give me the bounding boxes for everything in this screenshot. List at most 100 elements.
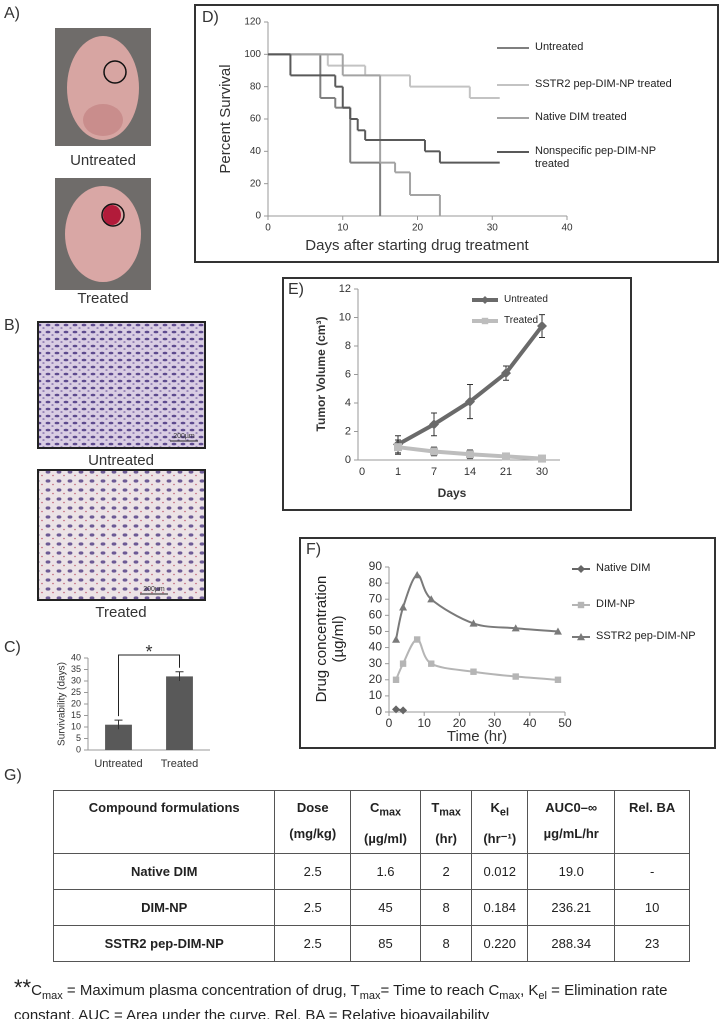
scale-bar-label: 200µm [143,586,165,593]
table-header-cell: Compound formulations [52,790,276,854]
x-tick-label: Treated [161,758,199,770]
footnote-text: ** [14,975,32,1000]
x-tick-label: 30 [488,716,502,730]
x-tick-label: 10 [337,223,349,234]
table-cell: 10 [614,889,690,926]
table-cell: 8 [419,889,473,926]
table-header-cell: Dose (mg/kg) [274,790,352,854]
photo-caption: Untreated [70,152,136,169]
header-text: T [431,800,440,815]
y-tick-label: 80 [369,575,383,589]
pk-table: Compound formulations Dose (mg/kg) Cmax (µg/… [52,790,690,962]
header-unit: (µg/ml) [364,830,407,846]
table-cell: 2 [419,853,473,890]
legend-label: SSTR2 pep-DIM-NP [596,630,696,643]
legend-label: Untreated [535,41,584,54]
x-axis-title: Time (hr) [447,728,507,745]
y-tick-label: 10 [369,688,383,702]
y-tick-label: 60 [369,608,383,622]
x-tick-label: 0 [265,223,271,234]
x-tick-label: 20 [453,716,467,730]
panel-label: G) [4,767,22,784]
marker [577,601,585,609]
table-cell: 1.6 [350,853,421,890]
y-tick-label: 10 [339,311,351,323]
table-cell: 2.5 [274,889,352,926]
x-tick-label: 0 [359,466,365,478]
footnote-text: = Maximum plasma concentration of drug, … [62,982,360,999]
y-tick-label: 25 [71,687,81,697]
header-name: Tmax [424,795,468,826]
y-tick-label: 2 [345,425,351,437]
x-tick-label: 50 [558,716,572,730]
marker [399,706,408,715]
legend-label: DIM-NP [596,598,636,611]
photo-untreated [55,28,151,146]
y-tick-label: 30 [71,675,81,685]
marker [554,676,562,683]
header-name: Kel [475,795,524,826]
legend-label: Nonspecific pep-DIM-NP treated [535,145,656,171]
panel-label: B) [4,317,20,334]
table-cell: 0.184 [471,889,529,926]
y-tick-label: 40 [71,652,81,662]
y-tick-label: 60 [250,114,262,125]
footnote-text: el [538,990,547,1002]
y-tick-label: 90 [369,559,383,573]
header-subscript: max [439,806,461,819]
table-cell: 8 [419,925,473,962]
y-tick-label: 15 [71,710,81,720]
table-cell: 2.5 [274,853,352,890]
x-axis-title: Days [438,486,467,500]
marker [399,603,408,611]
x-tick-label: 7 [431,466,437,478]
marker [511,624,520,632]
marker [413,636,421,643]
table-cell: 45 [350,889,421,926]
header-subscript: max [379,806,402,819]
x-tick-label: 14 [464,466,476,478]
marker [538,454,546,463]
footnote-text: , K [520,982,539,999]
footnote-text: = Elimination rate constant, AUC = Area … [14,982,668,1019]
x-tick-label: 30 [487,223,499,234]
panel-frame [299,537,716,749]
histology-untreated [37,321,206,449]
x-tick-label: 40 [523,716,537,730]
y-tick-label: 12 [339,283,351,295]
y-tick-label: 100 [244,49,261,60]
scale-bar-label: 200µm [173,433,195,440]
table-header-cell: Rel. BA [614,790,690,854]
table-cell: DIM-NP [52,889,276,926]
header-text: Dose [296,800,329,815]
y-tick-label: 8 [345,340,351,352]
panel-label: F) [306,541,321,558]
y-tick-label: 120 [244,17,261,28]
y-tick-label: 0 [255,211,261,222]
series-line [395,574,559,640]
y-tick-label: 20 [71,698,81,708]
footnote-text: C [31,982,42,999]
x-tick-label: Untreated [94,758,142,770]
marker [392,635,401,643]
x-tick-label: 30 [536,466,548,478]
y-tick-label: 10 [71,721,81,731]
series-line [395,638,559,681]
histology-treated [37,469,206,601]
header-name: Compound formulations [57,795,271,821]
y-axis-title: Drug concentration (µg/ml) [312,575,347,703]
y-tick-label: 5 [76,733,81,743]
y-tick-label: 4 [345,397,351,409]
table-cell: - [614,853,690,890]
y-tick-label: 0 [375,704,382,718]
marker [427,595,436,603]
table-row: Native DIM 2.5 1.6 2 0.012 19.0- [52,853,690,890]
table-row: DIM-NP 2.5 45 8 0.184 236.21 10 [52,889,690,926]
y-tick-label: 30 [369,656,383,670]
marker [577,565,585,573]
table-cell: 85 [350,925,421,962]
significance-bracket [118,654,180,717]
y-tick-label: 35 [71,664,81,674]
header-subscript: el [499,806,509,819]
